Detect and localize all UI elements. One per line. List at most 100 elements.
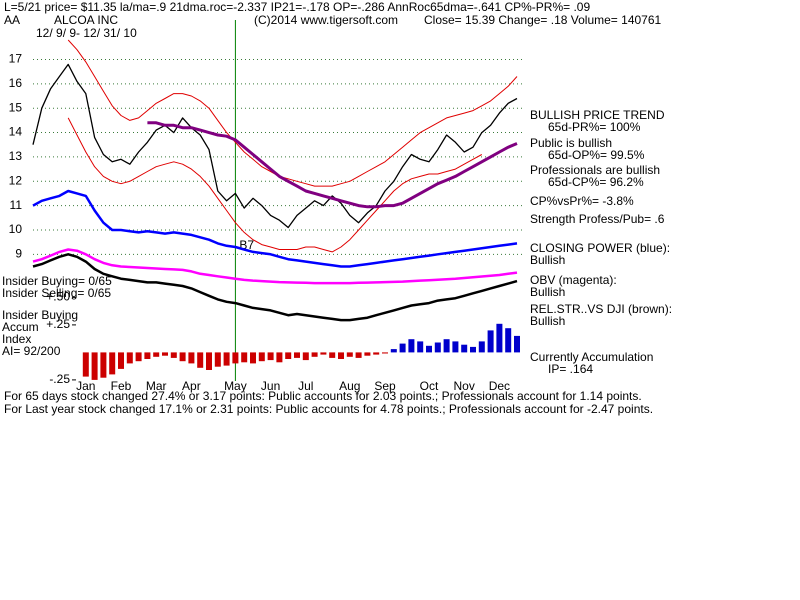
accumulation-bar <box>355 352 362 358</box>
y-tick-label: 17 <box>9 52 23 66</box>
note: CP%vsPr%= -3.8% <box>530 194 634 208</box>
y-tick-label: 14 <box>9 125 23 139</box>
accumulation-bar <box>390 349 397 353</box>
x-tick-label: Apr <box>182 379 201 393</box>
note: 65d-PR%= 100% <box>548 120 641 134</box>
y2-tick-label: -.25 <box>49 372 70 386</box>
accumulation-bar <box>320 352 327 355</box>
accumulation-bar <box>329 352 336 358</box>
x-tick-label: Jun <box>261 379 280 393</box>
footer-line: For 65 days stock changed 27.4% or 3.17 … <box>4 389 642 403</box>
accumulation-bar <box>179 352 186 362</box>
x-tick-label: Aug <box>339 379 360 393</box>
accumulation-bar <box>232 352 239 364</box>
accumulation-bar <box>109 352 116 375</box>
accumulation-bar <box>505 328 512 353</box>
accumulation-bar <box>250 352 256 364</box>
footer-line: For Last year stock changed 17.1% or 2.3… <box>4 402 653 416</box>
accumulation-bar <box>126 352 133 364</box>
note: CLOSING POWER (blue): <box>530 241 670 255</box>
x-tick-label: Nov <box>454 379 475 393</box>
note: BULLISH PRICE TREND <box>530 108 665 122</box>
x-tick-label: Jul <box>298 379 313 393</box>
accumulation-bar <box>223 352 230 366</box>
note: 65d-OP%= 99.5% <box>548 148 645 162</box>
accumulation-bar <box>197 352 204 368</box>
left-note: Insider Buying <box>2 308 78 322</box>
accumulation-bar <box>478 341 485 353</box>
series-line <box>32 248 518 285</box>
series-line <box>67 117 483 253</box>
note: Bullish <box>530 253 565 267</box>
note: Strength Profess/Pub= .6 <box>530 212 665 226</box>
left-note: Insider Selling= 0/65 <box>2 286 111 300</box>
y-tick-label: 10 <box>9 222 23 236</box>
chart-title: ALCOA INC <box>54 13 118 27</box>
series-line <box>32 189 518 268</box>
accumulation-bar <box>241 352 248 363</box>
accumulation-bar <box>100 352 107 378</box>
note: Bullish <box>530 314 565 328</box>
symbol: AA <box>4 13 20 27</box>
x-tick-label: Mar <box>146 379 167 393</box>
accumulation-bar <box>91 352 98 380</box>
left-note: Insider Buying= 0/65 <box>2 274 112 288</box>
x-tick-label: Jan <box>76 379 95 393</box>
accumulation-bar <box>364 352 371 356</box>
y-tick-label: 16 <box>9 76 23 90</box>
left-note: Accum <box>2 320 39 334</box>
accumulation-bar <box>443 339 450 353</box>
left-note: AI= 92/200 <box>2 344 61 358</box>
note: Currently Accumulation <box>530 350 653 364</box>
y-tick-label: 13 <box>9 149 23 163</box>
accumulation-bar <box>302 352 309 361</box>
y-tick-label: 11 <box>10 198 23 212</box>
y-tick-label: 15 <box>9 100 23 114</box>
note: 65d-CP%= 96.2% <box>548 175 644 189</box>
y2-tick-label: +.25 <box>46 317 70 331</box>
accumulation-bar <box>408 339 415 353</box>
accumulation-bar <box>206 352 212 370</box>
x-tick-label: Dec <box>489 379 510 393</box>
accumulation-bar <box>487 330 494 353</box>
series-line <box>147 121 518 209</box>
date-range: 12/ 9/ 9- 12/ 31/ 10 <box>36 26 137 40</box>
left-note: Index <box>2 332 31 346</box>
accumulation-bar <box>188 352 195 364</box>
accumulation-bar <box>496 323 503 353</box>
x-tick-label: Feb <box>111 379 132 393</box>
note: OBV (magenta): <box>530 273 617 287</box>
quote: Close= 15.39 Change= .18 Volume= 140761 <box>424 13 662 27</box>
accumulation-bar <box>82 352 89 377</box>
copyright: (C)2014 www.tigersoft.com <box>254 13 398 27</box>
accumulation-bar <box>346 352 353 357</box>
accumulation-bar <box>294 352 300 358</box>
accumulation-bar <box>417 341 424 353</box>
note: REL.STR..VS DJI (brown): <box>530 302 672 316</box>
accumulation-bar <box>258 352 265 362</box>
accumulation-bar <box>276 352 283 363</box>
accumulation-bar <box>470 346 476 353</box>
note: IP= .164 <box>548 362 593 376</box>
accumulation-bar <box>162 352 168 356</box>
accumulation-bar <box>214 352 221 367</box>
note: Bullish <box>530 285 565 299</box>
series-line <box>67 39 518 187</box>
accumulation-bar <box>382 352 388 354</box>
x-tick-label: May <box>224 379 247 393</box>
accumulation-bar <box>434 342 441 353</box>
accumulation-bar <box>144 352 151 359</box>
header-stats: L=5/21 price= $11.35 la/ma=.9 21dma.roc=… <box>4 0 590 14</box>
y2-tick-label: +.50 <box>46 290 70 304</box>
accumulation-bar <box>426 345 432 353</box>
accumulation-bar <box>267 352 274 361</box>
x-tick-label: Sep <box>374 379 396 393</box>
accumulation-bar <box>461 344 468 353</box>
note: Public is bullish <box>530 136 612 150</box>
accumulation-bar <box>118 352 124 369</box>
y-tick-label: 12 <box>9 173 23 187</box>
note: Professionals are bullish <box>530 163 660 177</box>
accumulation-bar <box>338 352 344 359</box>
